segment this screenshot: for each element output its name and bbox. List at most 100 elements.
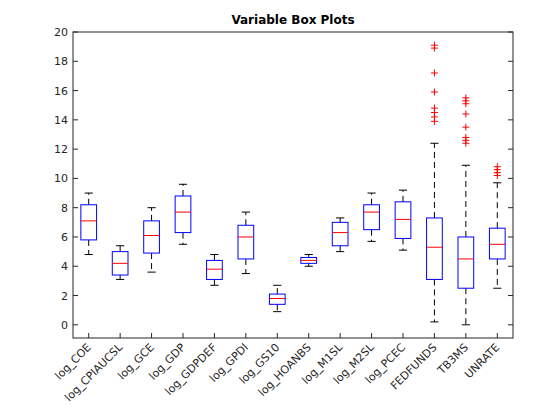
y-tick-label: 12 <box>54 143 68 156</box>
y-tick <box>73 207 78 208</box>
x-tick <box>277 333 278 338</box>
y-tick <box>508 266 513 267</box>
lower-whisker <box>371 230 372 242</box>
median <box>207 269 223 270</box>
lower-whisker <box>277 304 278 311</box>
y-tick <box>508 149 513 150</box>
box <box>175 196 191 233</box>
outlier <box>462 110 469 117</box>
x-tick <box>120 333 121 338</box>
y-tick <box>508 295 513 296</box>
box <box>458 237 474 288</box>
lower-cap <box>336 251 344 252</box>
y-tick <box>508 61 513 62</box>
outlier <box>462 124 469 131</box>
box <box>301 257 317 263</box>
box <box>238 225 254 259</box>
y-tick <box>73 295 78 296</box>
lower-cap <box>462 324 470 325</box>
upper-cap <box>273 285 281 286</box>
x-tick <box>183 333 184 338</box>
upper-cap <box>305 254 313 255</box>
median <box>175 212 191 213</box>
y-tick-label: 2 <box>61 290 68 303</box>
upper-whisker <box>88 193 89 205</box>
box <box>112 252 128 275</box>
box <box>207 260 223 279</box>
lower-whisker <box>497 259 498 288</box>
box <box>364 205 380 230</box>
upper-whisker <box>497 183 498 228</box>
lower-whisker <box>245 259 246 274</box>
y-tick <box>73 149 78 150</box>
x-tick-label: UNRATE <box>462 341 502 381</box>
y-tick-label: 18 <box>54 55 68 68</box>
upper-cap <box>179 184 187 185</box>
upper-cap <box>147 207 155 208</box>
outlier <box>431 89 438 96</box>
plot-area <box>73 32 513 338</box>
box <box>144 221 160 253</box>
upper-cap <box>493 182 501 183</box>
y-tick <box>508 178 513 179</box>
x-tick <box>465 333 466 338</box>
x-tick-label: log_GDPDEF <box>163 341 220 398</box>
lower-cap <box>305 266 313 267</box>
box <box>489 228 505 259</box>
lower-cap <box>273 311 281 312</box>
y-tick <box>73 61 78 62</box>
x-tick-label: FEDFUNDS <box>388 341 439 392</box>
x-tick <box>497 333 498 338</box>
outlier <box>431 69 438 76</box>
y-tick <box>73 324 78 325</box>
y-tick-label: 0 <box>61 319 68 332</box>
y-tick-label: 8 <box>61 202 68 215</box>
lower-whisker <box>465 288 466 325</box>
y-tick <box>73 90 78 91</box>
outlier <box>494 172 501 179</box>
outlier <box>462 140 469 147</box>
lower-whisker <box>88 240 89 255</box>
median <box>238 236 254 237</box>
box <box>395 202 411 239</box>
upper-whisker <box>245 212 246 225</box>
box <box>427 218 443 279</box>
y-tick-label: 20 <box>54 26 68 39</box>
x-tick <box>88 333 89 338</box>
median <box>427 247 443 248</box>
lower-cap <box>85 254 93 255</box>
x-tick <box>434 333 435 338</box>
median <box>458 258 474 259</box>
upper-cap <box>367 193 375 194</box>
box <box>269 294 285 304</box>
upper-whisker <box>183 184 184 196</box>
x-tick-label: log_HOANBS <box>256 341 314 399</box>
upper-whisker <box>403 190 404 202</box>
median <box>81 220 97 221</box>
lower-cap <box>210 285 218 286</box>
x-tick <box>340 333 341 338</box>
boxes <box>81 42 505 325</box>
x-tick <box>308 333 309 338</box>
y-tick <box>73 266 78 267</box>
y-tick <box>508 90 513 91</box>
y-tick-label: 14 <box>54 114 68 127</box>
median <box>395 219 411 220</box>
lower-cap <box>430 321 438 322</box>
upper-whisker <box>371 193 372 205</box>
chart: 02468101214161820log_COElog_CPIAUCSLlog_… <box>0 0 560 420</box>
upper-whisker <box>434 143 435 218</box>
y-tick <box>508 207 513 208</box>
upper-whisker <box>120 246 121 252</box>
upper-cap <box>242 212 250 213</box>
x-tick <box>214 333 215 338</box>
upper-whisker <box>465 165 466 237</box>
upper-cap <box>116 245 124 246</box>
median <box>489 244 505 245</box>
y-tick <box>73 236 78 237</box>
x-tick <box>371 333 372 338</box>
box <box>332 222 348 245</box>
lower-cap <box>116 279 124 280</box>
lower-cap <box>493 288 501 289</box>
outlier <box>431 118 438 125</box>
